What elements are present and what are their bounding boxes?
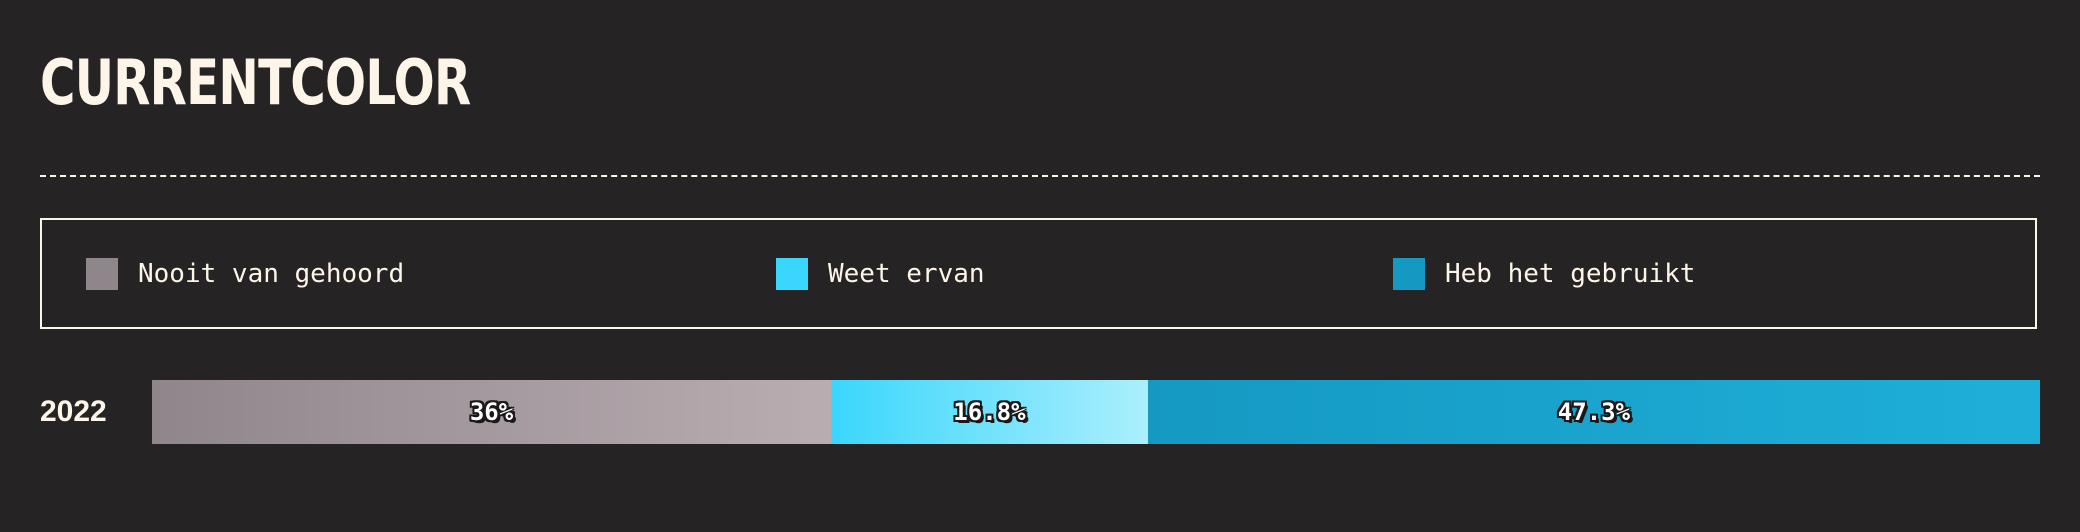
bar-segment-nooit-van-gehoord: 36% xyxy=(152,380,831,444)
bar-value-label: 16.8% xyxy=(953,398,1026,426)
legend-swatch xyxy=(86,257,118,290)
legend-item-heb-het-gebruikt: Heb het gebruikt xyxy=(1393,220,1695,327)
legend-swatch xyxy=(776,257,808,290)
legend-label: Heb het gebruikt xyxy=(1445,258,1696,289)
bar-value-label: 36% xyxy=(469,398,514,426)
legend-item-nooit-van-gehoord: Nooit van gehoord xyxy=(86,220,404,327)
legend-label: Nooit van gehoord xyxy=(138,258,405,289)
bar-segment-heb-het-gebruikt: 47.3% xyxy=(1147,380,2040,444)
legend-swatch xyxy=(1393,257,1425,290)
dashed-divider xyxy=(40,175,2040,177)
row-label-year: 2022 xyxy=(40,395,107,428)
legend: Nooit van gehoord Weet ervan Heb het geb… xyxy=(40,218,2037,329)
bar-segment-weet-ervan: 16.8% xyxy=(831,380,1148,444)
legend-label: Weet ervan xyxy=(828,258,985,289)
legend-item-weet-ervan: Weet ervan xyxy=(776,220,985,327)
stacked-bar: 36% 16.8% 47.3% xyxy=(152,380,2040,444)
chart-title: CURRENTCOLOR xyxy=(40,46,471,119)
bar-value-label: 47.3% xyxy=(1557,398,1631,426)
